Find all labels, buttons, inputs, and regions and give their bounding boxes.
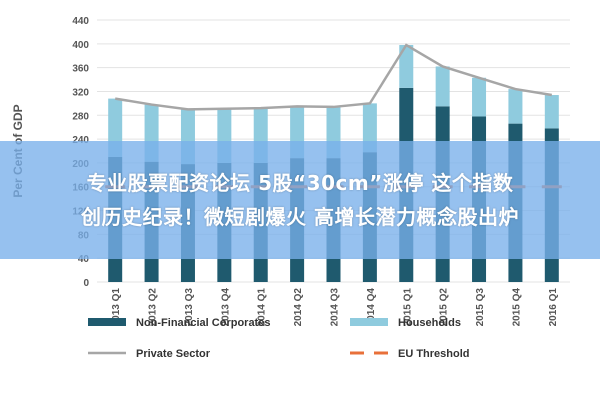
y-tick-label: 320 [72,87,89,98]
x-tick-label: 2016 Q1 [548,288,559,327]
x-tick-label: 2014 Q4 [366,288,377,327]
legend-label: Households [398,317,461,329]
y-tick-label: 40 [78,254,90,265]
y-tick-label: 360 [72,64,89,75]
x-tick-label: 2014 Q3 [330,288,341,327]
x-axis-ticks: 2013 Q1 2013 Q2 2013 Q3 2013 Q4 2014 Q1 2014 … [111,288,559,327]
y-tick-label: 0 [83,278,89,289]
headline-line-1: 专业股票配资论坛 5股“30cm”涨停 这个指数 [86,171,514,195]
y-tick-label: 400 [72,40,89,51]
legend-swatch [350,318,388,326]
bar-households [508,89,523,124]
y-tick-label: 240 [72,135,89,146]
legend-label: Private Sector [136,348,211,360]
x-tick-label: 2013 Q1 [111,288,122,327]
x-tick-label: 2014 Q1 [257,288,268,327]
x-tick-label: 2015 Q1 [402,288,413,327]
bar-households [362,103,377,153]
headline-banner: 专业股票配资论坛 5股“30cm”涨停 这个指数 创历史纪录！微短剧爆火 高增长… [0,141,600,259]
bar-households [472,77,487,117]
headline-line-2: 创历史纪录！微短剧爆火 高增长潜力概念股出炉 [81,205,519,229]
x-tick-label: 2015 Q2 [439,288,450,327]
x-tick-label: 2013 Q2 [148,288,159,327]
y-tick-label: 280 [72,111,89,122]
x-tick-label: 2015 Q3 [475,288,486,327]
legend-label: Non-Financial Corporates [136,317,270,329]
x-tick-label: 2015 Q4 [511,288,522,327]
legend-swatch [88,318,126,326]
y-tick-label: 440 [72,16,89,27]
x-tick-label: 2013 Q4 [220,288,231,327]
x-tick-label: 2014 Q2 [293,288,304,327]
bar-households [544,95,559,129]
legend: Non-Financial Corporates Households Privat… [88,317,470,360]
x-tick-label: 2013 Q3 [184,288,195,327]
bar-households [435,66,450,107]
legend-label: EU Threshold [398,348,470,360]
bar-households [399,45,414,88]
private-sector-line [114,43,553,111]
